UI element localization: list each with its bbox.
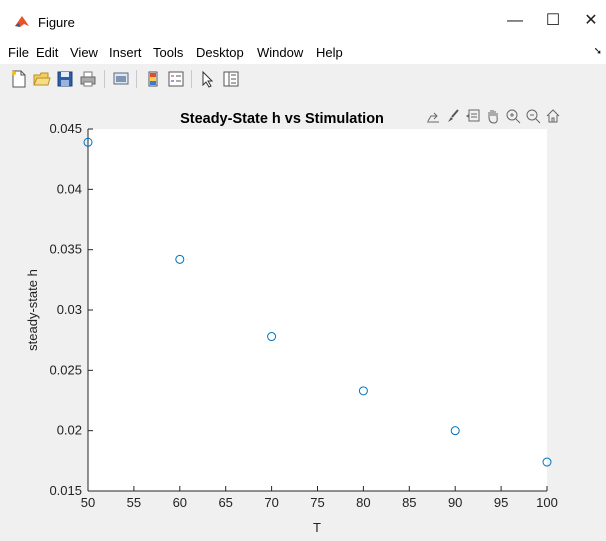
x-tick-label: 90 xyxy=(448,495,462,510)
x-tick-label: 70 xyxy=(264,495,278,510)
data-tips-icon[interactable] xyxy=(465,108,481,124)
menu-insert[interactable]: Insert xyxy=(109,45,142,60)
menu-tools[interactable]: Tools xyxy=(153,45,184,60)
axes: 50 55 60 65 70 75 80 85 90 95 100 0.015 0.02 0.025 0.0… xyxy=(49,121,557,510)
scatter-chart: Steady-State h vs Stimulation 50 55 60 65 70… xyxy=(25,111,558,535)
x-tick-label: 95 xyxy=(494,495,508,510)
link-plot-icon[interactable] xyxy=(112,70,130,88)
edit-plot-pointer-icon[interactable] xyxy=(199,70,217,88)
toolbar-separator xyxy=(136,70,137,88)
print-icon[interactable] xyxy=(79,70,97,88)
data-point xyxy=(175,254,185,264)
figure-toolbar xyxy=(0,64,606,94)
data-point xyxy=(450,426,460,436)
chart-title: Steady-State h vs Stimulation xyxy=(180,111,384,127)
y-tick-label: 0.02 xyxy=(57,423,82,438)
y-axis-label: steady-state h xyxy=(25,269,40,351)
data-point xyxy=(83,137,93,147)
property-inspector-icon[interactable] xyxy=(222,70,240,88)
matlab-logo-icon xyxy=(14,14,30,30)
y-tick-label: 0.035 xyxy=(49,242,82,257)
brush-icon[interactable] xyxy=(445,108,461,124)
open-file-icon[interactable] xyxy=(33,70,51,88)
y-tick-label: 0.04 xyxy=(57,181,82,196)
home-icon[interactable] xyxy=(545,108,561,124)
y-tick-label: 0.03 xyxy=(57,302,82,317)
minimize-button[interactable]: — xyxy=(507,12,523,29)
x-tick-label: 55 xyxy=(127,495,141,510)
figure-canvas: Steady-State h vs Stimulation 50 55 60 65 70… xyxy=(0,94,606,541)
menu-file[interactable]: File xyxy=(8,45,29,60)
menu-help[interactable]: Help xyxy=(316,45,343,60)
new-figure-icon[interactable] xyxy=(10,70,28,88)
x-tick-label: 65 xyxy=(218,495,232,510)
toolbar-separator xyxy=(104,70,105,88)
data-point xyxy=(358,386,368,396)
maximize-button[interactable]: ☐ xyxy=(545,12,561,29)
menu-view[interactable]: View xyxy=(70,45,98,60)
menu-window[interactable]: Window xyxy=(257,45,304,60)
x-tick-label: 80 xyxy=(356,495,370,510)
zoom-in-icon[interactable] xyxy=(505,108,521,124)
zoom-out-icon[interactable] xyxy=(525,108,541,124)
menu-bar: File Edit View Insert Tools Desktop Wind… xyxy=(0,40,606,64)
x-tick-label: 60 xyxy=(173,495,187,510)
export-icon[interactable] xyxy=(425,108,441,124)
title-bar: Figure — ☐ ✕ xyxy=(0,0,606,40)
x-tick-label: 100 xyxy=(536,495,558,510)
x-tick-label: 75 xyxy=(310,495,324,510)
axes-background xyxy=(88,129,547,491)
insert-colorbar-icon[interactable] xyxy=(144,70,162,88)
menu-edit[interactable]: Edit xyxy=(36,45,59,60)
insert-legend-icon[interactable] xyxy=(167,70,185,88)
x-tick-label: 50 xyxy=(81,495,95,510)
y-tick-label: 0.015 xyxy=(49,483,82,498)
y-tick-label: 0.025 xyxy=(49,362,82,377)
close-button[interactable]: ✕ xyxy=(584,12,598,29)
x-tick-label: 85 xyxy=(402,495,416,510)
y-tick-label: 0.045 xyxy=(49,121,82,136)
x-axis-label: T xyxy=(313,520,321,535)
save-icon[interactable] xyxy=(56,70,74,88)
pan-hand-icon[interactable] xyxy=(485,108,501,124)
data-point xyxy=(542,457,552,467)
menu-overflow-arrow-icon[interactable]: ➘ xyxy=(593,46,602,57)
toolbar-separator xyxy=(191,70,192,88)
data-points xyxy=(83,137,552,467)
menu-desktop[interactable]: Desktop xyxy=(196,45,244,60)
window-title: Figure xyxy=(38,15,75,30)
data-point xyxy=(267,332,277,342)
